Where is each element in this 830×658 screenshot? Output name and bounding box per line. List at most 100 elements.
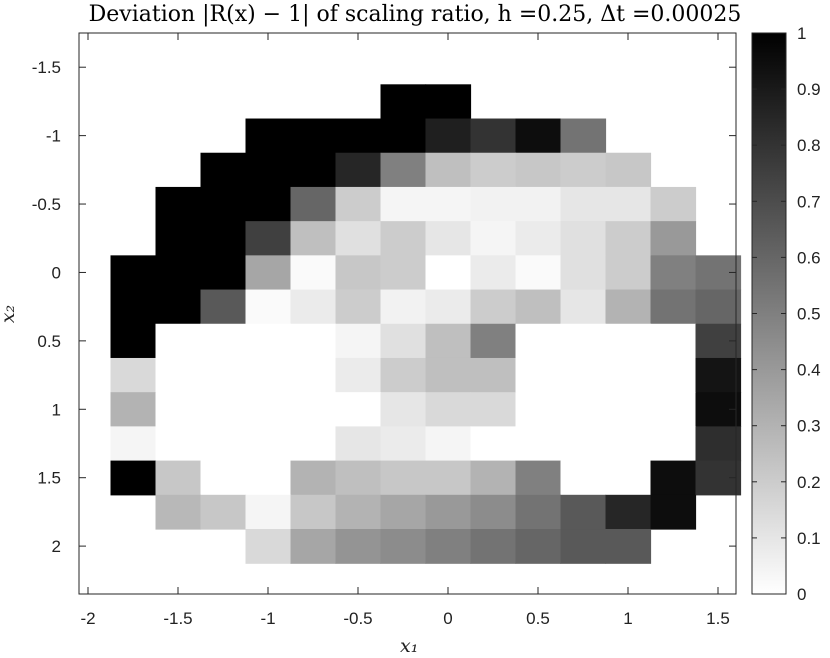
heatmap-cell	[380, 357, 427, 393]
heatmap-cell	[155, 357, 202, 393]
heatmap-cell	[470, 152, 517, 188]
heatmap-cell	[200, 289, 247, 325]
heatmap-cell	[155, 494, 202, 530]
x-tick-label: -1.5	[163, 609, 192, 628]
heatmap-cell	[605, 323, 652, 359]
heatmap-cell	[650, 392, 697, 427]
heatmap-cell	[650, 323, 697, 359]
heatmap-cell	[290, 255, 337, 291]
heatmap-cell	[425, 494, 472, 530]
x-tick-label: 1	[623, 609, 632, 628]
heatmap-cell	[245, 529, 292, 564]
heatmap-cell	[380, 426, 427, 462]
y-tick-label: 2	[52, 537, 61, 556]
heatmap-cell	[155, 426, 202, 462]
heatmap-cell	[380, 392, 427, 427]
heatmap-cells	[110, 84, 742, 564]
heatmap-cell	[335, 529, 382, 564]
heatmap-cell	[425, 392, 472, 427]
heatmap-cell	[425, 323, 472, 359]
heatmap-cell	[335, 289, 382, 325]
heatmap-cell	[245, 323, 292, 359]
y-tick-label: 1	[52, 400, 61, 419]
heatmap-cell	[695, 426, 742, 462]
colorbar-tick-label: 0.5	[797, 305, 821, 324]
colorbar-tick-label: 1	[797, 24, 806, 43]
heatmap-cell	[245, 255, 292, 291]
y-tick-label: 0	[52, 263, 61, 282]
heatmap-cell	[695, 289, 742, 325]
heatmap-cell	[560, 289, 607, 325]
colorbar-tick-label: 0.3	[797, 417, 821, 436]
heatmap-cell	[245, 186, 292, 222]
colorbar-ticks: 0 0.1 0.2 0.3 0.4 0.5 0.6 0.7 0.8 0.9 1	[752, 24, 821, 604]
heatmap-cell	[245, 494, 292, 530]
heatmap-cell	[470, 357, 517, 393]
heatmap-cell	[200, 357, 247, 393]
heatmap-cell	[425, 186, 472, 222]
heatmap-cell	[470, 289, 517, 325]
heatmap-cell	[470, 494, 517, 530]
colorbar-tick-label: 0.2	[797, 473, 821, 492]
heatmap-cell	[290, 221, 337, 256]
x-tick-label: -0.5	[343, 609, 372, 628]
heatmap-cell	[110, 255, 157, 291]
colorbar-tick-label: 0.8	[797, 136, 821, 155]
heatmap-cell	[245, 357, 292, 393]
heatmap-cell	[560, 255, 607, 291]
heatmap-cell	[605, 357, 652, 393]
heatmap-cell	[290, 392, 337, 427]
heatmap-cell	[155, 289, 202, 325]
heatmap-cell	[515, 426, 562, 462]
heatmap-cell	[380, 152, 427, 188]
heatmap-cell	[335, 152, 382, 188]
heatmap-cell	[515, 255, 562, 291]
heatmap-cell	[425, 426, 472, 462]
heatmap-cell	[650, 255, 697, 291]
colorbar-tick-label: 0.9	[797, 80, 821, 99]
colorbar-tick-label: 0	[797, 585, 806, 604]
heatmap-cell	[290, 118, 337, 154]
heatmap-cell	[155, 460, 202, 496]
heatmap-cell	[110, 426, 157, 462]
heatmap-cell	[515, 152, 562, 188]
heatmap-cell	[470, 118, 517, 154]
heatmap-cell	[200, 426, 247, 462]
heatmap-cell	[515, 494, 562, 530]
heatmap-cell	[380, 186, 427, 222]
heatmap-cell	[605, 426, 652, 462]
heatmap-cell	[290, 529, 337, 564]
heatmap-cell	[515, 392, 562, 427]
heatmap-cell	[560, 357, 607, 393]
heatmap-cell	[380, 255, 427, 291]
heatmap-cell	[605, 186, 652, 222]
heatmap-cell	[290, 494, 337, 530]
heatmap-cell	[515, 323, 562, 359]
heatmap-cell	[110, 289, 157, 325]
heatmap-cell	[335, 392, 382, 427]
heatmap-cell	[245, 221, 292, 256]
heatmap-cell	[380, 118, 427, 154]
heatmap-cell	[605, 392, 652, 427]
colorbar-tick-label: 0.1	[797, 529, 821, 548]
heatmap-cell	[290, 323, 337, 359]
heatmap-cell	[425, 84, 472, 120]
heatmap-cell	[470, 255, 517, 291]
heatmap-cell	[515, 186, 562, 222]
heatmap-cell	[560, 494, 607, 530]
heatmap-cell	[200, 221, 247, 256]
chart-title: Deviation |R(x) − 1| of scaling ratio, h…	[88, 2, 742, 27]
heatmap-cell	[380, 323, 427, 359]
y-tick-label: -0.5	[32, 195, 61, 214]
heatmap-cell	[560, 221, 607, 256]
heatmap-cell	[335, 460, 382, 496]
heatmap-cell	[155, 186, 202, 222]
heatmap-cell	[650, 221, 697, 256]
heatmap-cell	[605, 494, 652, 530]
heatmap-cell	[515, 460, 562, 496]
heatmap-cell	[605, 152, 652, 188]
heatmap-cell	[200, 323, 247, 359]
heatmap-cell	[380, 460, 427, 496]
heatmap-cell	[425, 460, 472, 496]
y-tick-label: 0.5	[37, 332, 61, 351]
